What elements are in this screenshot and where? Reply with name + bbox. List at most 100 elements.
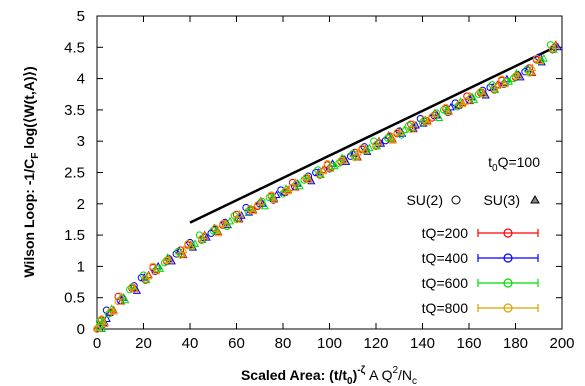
data-point-su3 <box>291 177 300 186</box>
group-legend-su3: SU(3) <box>483 192 520 208</box>
data-point-su2 <box>258 197 266 205</box>
data-point-su2 <box>242 203 250 212</box>
y-tick-label: 4 <box>77 71 85 88</box>
data-point-su3 <box>365 143 374 152</box>
data-point-su3 <box>93 323 102 331</box>
data-point-su2 <box>463 92 471 100</box>
data-point-su2 <box>130 282 138 290</box>
data-point-su3 <box>363 147 372 155</box>
data-point-su2 <box>383 134 392 142</box>
data-point-su2 <box>265 193 273 202</box>
y-tick-label: 0.5 <box>64 290 85 307</box>
x-tick-label: 140 <box>410 335 435 352</box>
x-tick-label: 180 <box>503 335 528 352</box>
data-point-su3 <box>481 90 490 99</box>
x-axis-label: Scaled Area: (t/t0)-ζ A Q2/Nc <box>241 365 417 386</box>
data-point-su3 <box>214 228 223 237</box>
data-point-su2 <box>455 100 464 108</box>
legend-marker-icon <box>503 278 513 288</box>
data-point-su3 <box>202 233 211 241</box>
data-point-su2 <box>442 103 450 112</box>
data-point-su3 <box>500 79 509 88</box>
data-point-su3 <box>353 147 362 156</box>
legend-marker-icon <box>503 303 513 313</box>
data-point-su3 <box>200 231 209 240</box>
data-point-su3 <box>295 181 304 190</box>
data-point-su3 <box>130 284 139 293</box>
data-point-su2 <box>139 271 148 279</box>
data-point-su3 <box>270 195 279 204</box>
y-tick-label: 2 <box>77 196 85 213</box>
y-axis-label-rest: log(⟨W(t,A)⟩) <box>21 66 37 152</box>
data-point-su3 <box>465 91 474 100</box>
data-point-su3 <box>431 109 440 118</box>
x-axis-label-sup: -ζ <box>357 365 365 376</box>
data-point-su2 <box>546 41 555 49</box>
data-point-su2 <box>360 143 369 151</box>
data-point-su3 <box>132 286 142 294</box>
data-point-su2 <box>525 64 533 72</box>
data-point-su2 <box>137 273 146 282</box>
data-point-su3 <box>179 250 188 259</box>
y-axis-label-main: Wilson Loop: -1/C <box>21 159 37 278</box>
data-point-su3 <box>396 127 405 136</box>
data-point-su2 <box>163 256 171 264</box>
x-tick-label: 40 <box>182 335 199 352</box>
data-point-su2 <box>351 148 359 157</box>
data-point-su3 <box>374 137 384 146</box>
data-point-su2 <box>337 156 345 165</box>
data-point-su2 <box>439 106 448 114</box>
data-point-su3 <box>435 113 444 122</box>
legend-label: tQ=400 <box>422 250 469 266</box>
annotation-rest: Q=100 <box>498 154 541 170</box>
data-point-su3 <box>361 146 370 154</box>
x-tick-label: 100 <box>317 335 342 352</box>
data-point-su3 <box>535 56 544 65</box>
data-point-su3 <box>409 124 418 133</box>
data-point-su3 <box>156 264 165 272</box>
data-point-su3 <box>400 125 409 133</box>
data-points <box>93 40 562 333</box>
data-point-su2 <box>97 315 106 323</box>
x-axis-label-after0: ) <box>353 367 358 383</box>
annotation-prefix: t <box>488 154 492 170</box>
data-point-su3 <box>121 295 130 304</box>
data-point-su3 <box>539 54 548 62</box>
data-point-su3 <box>470 95 479 103</box>
data-point-su3 <box>318 166 328 175</box>
data-point-su2 <box>370 137 378 145</box>
data-point-su3 <box>479 89 488 98</box>
data-point-su3 <box>372 141 381 150</box>
data-point-su2 <box>281 187 289 195</box>
data-point-su3 <box>260 201 269 210</box>
data-point-su2 <box>312 168 320 177</box>
data-point-su2 <box>393 128 401 137</box>
data-point-su3 <box>221 219 230 227</box>
data-point-su3 <box>388 136 397 144</box>
data-point-su3 <box>144 271 153 280</box>
x-axis-label-mid: A Q <box>365 367 392 383</box>
y-tick-label: 5 <box>77 8 85 25</box>
group-legend-su2-marker-icon <box>451 195 461 205</box>
x-axis-label-main: Scaled Area: (t/t <box>241 367 347 383</box>
series-tQ=800 <box>93 41 560 333</box>
data-point-su3 <box>458 99 467 108</box>
legend: tQ=200 tQ=400 tQ=600 tQ=800 <box>422 225 539 316</box>
x-axis-label-sup2: 2 <box>392 365 398 376</box>
data-point-su3 <box>100 319 109 327</box>
legend-marker-icon <box>503 253 513 263</box>
data-point-su3 <box>142 275 151 284</box>
data-point-su2 <box>114 292 122 301</box>
data-point-su2 <box>209 227 217 235</box>
y-tick-label: 0 <box>77 321 85 338</box>
data-point-su2 <box>304 172 313 180</box>
data-point-su2 <box>186 238 194 247</box>
x-tick-label: 160 <box>456 335 481 352</box>
data-point-su2 <box>153 265 161 273</box>
data-point-su3 <box>179 245 188 254</box>
data-point-su3 <box>423 116 432 125</box>
legend-marker-icon <box>503 228 513 238</box>
data-point-su3 <box>551 41 560 50</box>
data-point-su3 <box>528 63 537 71</box>
data-point-su2 <box>195 231 204 239</box>
